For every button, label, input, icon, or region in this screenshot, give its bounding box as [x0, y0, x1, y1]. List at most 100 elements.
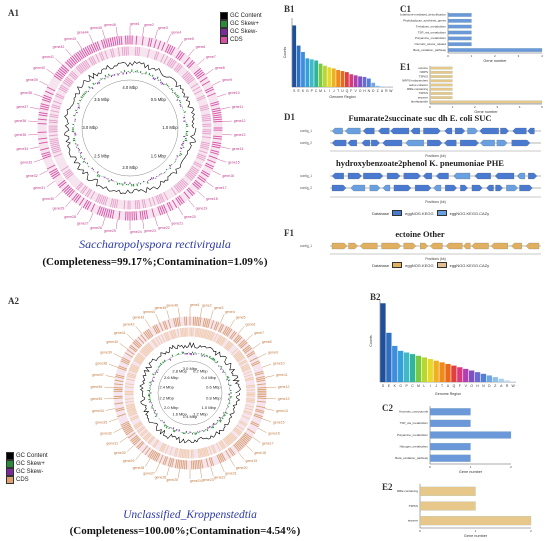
bar [421, 357, 428, 382]
gc-skew-bar [183, 111, 187, 113]
cds-feature [60, 165, 69, 172]
gc-skew-bar [163, 171, 166, 174]
cds-feature [255, 408, 265, 412]
cds-feature [199, 106, 209, 110]
cds-feature [81, 186, 88, 195]
gene-arrow [381, 242, 402, 250]
gene-arrow [347, 172, 362, 180]
cds-feature [213, 321, 218, 331]
cds-feature [102, 196, 107, 206]
cds-feature [100, 39, 105, 49]
cds-feature [181, 327, 184, 337]
gc-skew-bar [154, 77, 156, 81]
x-tick-label: M [319, 89, 322, 93]
gene-label: gene22 [214, 476, 226, 480]
gc-skew-bar [203, 353, 205, 356]
cds-feature [160, 193, 165, 203]
cds-feature [219, 453, 225, 462]
bar [419, 516, 532, 526]
bar-chart-c1: Glutathione-mediated_detoxification Pepti… [400, 12, 543, 63]
cds-feature [143, 331, 150, 340]
cds-feature [134, 358, 143, 364]
cds-feature [100, 207, 105, 217]
contig-label: contig_1 [300, 244, 312, 248]
cds-feature [216, 454, 221, 464]
cds-ring-bg [48, 46, 212, 210]
cds-feature [145, 209, 149, 219]
cds-feature [80, 62, 87, 71]
cds-feature [208, 457, 213, 467]
gene-arrow [390, 127, 410, 135]
gene-track-suc: contig_1 contig_2 Positions (kb) [300, 127, 541, 158]
gene-label: gene43 [133, 316, 145, 320]
cds-feature [235, 336, 243, 344]
gene-label: gene2 [202, 304, 212, 308]
cds-feature [155, 195, 160, 205]
cds-feature [182, 460, 184, 470]
x-tick-label: N [368, 89, 371, 93]
x-tick-label: N [482, 384, 485, 388]
cds-feature [135, 211, 138, 221]
scale-label: 0.5 Mbp [151, 97, 167, 102]
gc-skew-bar [92, 82, 95, 86]
cds-feature [190, 82, 199, 89]
cds-feature [232, 350, 241, 357]
cds-feature [241, 415, 251, 420]
gc-skew-bar [82, 93, 85, 96]
cds-feature [86, 189, 93, 198]
gc-skew-bar [179, 147, 183, 150]
cds-feature [52, 149, 62, 154]
bar [504, 380, 510, 382]
bar [429, 92, 453, 95]
gene-arrow [359, 242, 378, 250]
cds-feature [118, 36, 121, 46]
cds-feature [53, 153, 63, 158]
gene-arrow [369, 184, 381, 192]
cds-feature [245, 404, 255, 408]
cds-feature [136, 200, 139, 210]
gc-skew-bar [84, 92, 87, 95]
gc-skew-bar [152, 373, 155, 376]
cds-feature [149, 450, 155, 459]
cds-feature [125, 400, 135, 403]
cds-feature [207, 159, 216, 164]
cds-feature [143, 433, 151, 441]
gene-label: gene2 [144, 23, 154, 27]
organism-name-a2: Unclassified_Kroppenstedtia [123, 509, 257, 521]
cds-feature [156, 194, 162, 204]
cds-feature [174, 317, 178, 327]
cds-feature [192, 183, 200, 190]
bar [429, 87, 453, 91]
cds-feature [49, 139, 59, 143]
cds-feature [49, 141, 59, 145]
cds-feature [50, 143, 60, 147]
cds-feature [48, 168, 58, 174]
bar [429, 83, 453, 87]
cds-feature [246, 384, 256, 387]
cds-feature [211, 145, 221, 149]
gc-skew-bar [211, 426, 213, 429]
gc-skew-bar [98, 175, 101, 178]
gc-skew-bar [162, 361, 164, 364]
gene-label: gene12 [278, 385, 290, 389]
cds-feature [238, 421, 247, 427]
cds-feature [63, 79, 72, 86]
x-tick-label: 2 [530, 529, 532, 533]
gene-label: gene17 [262, 442, 274, 446]
gene-arrow [420, 242, 429, 250]
cds-feature [125, 383, 135, 386]
cds-feature [211, 109, 221, 113]
cds-feature [48, 121, 58, 124]
bar [314, 60, 319, 87]
cds-feature [257, 387, 267, 389]
cds-feature [241, 436, 249, 443]
cds-feature [226, 435, 233, 444]
cds-feature [124, 398, 134, 400]
cds-feature [88, 44, 94, 54]
cds-feature [196, 95, 205, 100]
gc-skew-bar [172, 427, 175, 430]
cds-feature [155, 324, 161, 333]
cds-feature [83, 60, 90, 69]
bar [447, 42, 472, 47]
